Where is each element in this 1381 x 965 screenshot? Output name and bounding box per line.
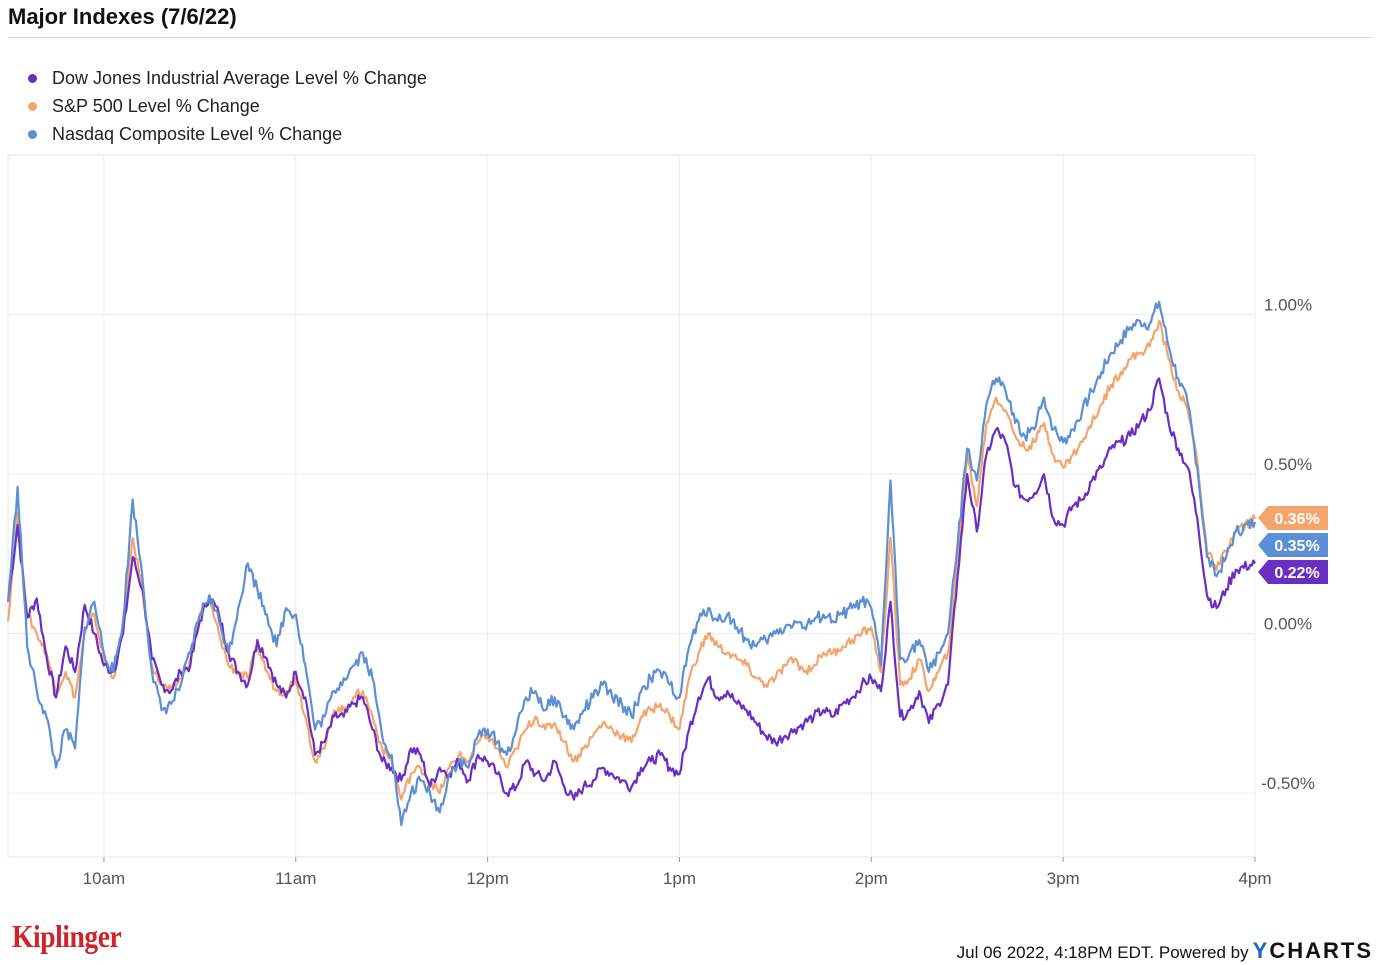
x-tick-label: 11am — [275, 869, 316, 888]
y-tick-label: 1.00% — [1264, 296, 1312, 315]
value-badge-1: 0.36% — [1258, 506, 1328, 530]
value-badge-2: 0.35% — [1258, 533, 1328, 557]
value-badge-label: 0.36% — [1274, 511, 1319, 528]
plot-area — [8, 155, 1255, 857]
x-tick-label: 1pm — [663, 869, 696, 888]
footer-credit: Jul 06 2022, 4:18PM EDT. Powered by YCHA… — [957, 938, 1373, 964]
x-tick-label: 10am — [83, 869, 126, 888]
series-line-0 — [8, 378, 1255, 799]
x-tick-label: 12pm — [466, 869, 509, 888]
value-badge-0: 0.22% — [1258, 560, 1328, 584]
y-tick-label: 0.00% — [1264, 615, 1312, 634]
kiplinger-logo: Kiplinger — [12, 918, 121, 955]
x-tick-label: 4pm — [1238, 869, 1271, 888]
y-tick-label: 0.50% — [1264, 455, 1312, 474]
footer-timestamp: Jul 06 2022, 4:18PM EDT. Powered by — [957, 943, 1249, 963]
ycharts-logo[interactable]: YCHARTS — [1253, 938, 1373, 964]
value-badge-label: 0.35% — [1274, 538, 1319, 555]
y-tick-label: -0.50% — [1261, 774, 1315, 793]
series-line-2 — [8, 302, 1255, 825]
ycharts-logo-y: Y — [1253, 938, 1270, 963]
ycharts-logo-rest: CHARTS — [1269, 938, 1373, 963]
x-tick-label: 3pm — [1047, 869, 1080, 888]
x-tick-label: 2pm — [855, 869, 888, 888]
series-line-1 — [8, 321, 1255, 800]
value-badge-label: 0.22% — [1274, 565, 1319, 582]
